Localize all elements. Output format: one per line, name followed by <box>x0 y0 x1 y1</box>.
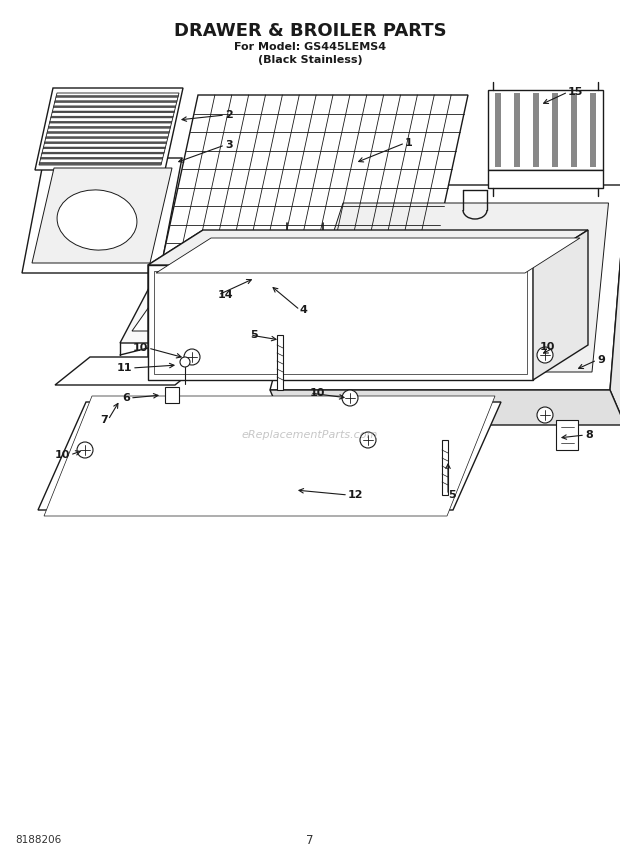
Text: 14: 14 <box>218 290 234 300</box>
Polygon shape <box>42 152 164 154</box>
Text: 11: 11 <box>117 363 132 373</box>
Polygon shape <box>148 230 203 380</box>
Polygon shape <box>270 185 620 390</box>
Text: 3: 3 <box>225 140 232 150</box>
Polygon shape <box>35 88 183 170</box>
Text: 5: 5 <box>250 330 258 340</box>
Circle shape <box>77 442 93 458</box>
Polygon shape <box>165 387 179 403</box>
Polygon shape <box>46 137 168 139</box>
Text: 5: 5 <box>448 490 456 500</box>
Polygon shape <box>533 93 539 167</box>
Circle shape <box>180 357 190 367</box>
Polygon shape <box>556 420 578 450</box>
Text: 2: 2 <box>225 110 232 120</box>
Text: 4: 4 <box>300 305 308 315</box>
Polygon shape <box>53 106 176 108</box>
Text: DRAWER & BROILER PARTS: DRAWER & BROILER PARTS <box>174 22 446 40</box>
Text: 15: 15 <box>568 87 583 97</box>
Polygon shape <box>22 158 182 273</box>
Polygon shape <box>44 396 495 516</box>
Text: For Model: GS445LEMS4: For Model: GS445LEMS4 <box>234 42 386 52</box>
Polygon shape <box>40 158 163 159</box>
Polygon shape <box>120 248 500 343</box>
Text: 10: 10 <box>539 342 555 352</box>
Text: eReplacementParts.com: eReplacementParts.com <box>242 430 378 440</box>
Text: 10: 10 <box>133 343 148 353</box>
Polygon shape <box>39 163 162 164</box>
Polygon shape <box>51 116 173 118</box>
Circle shape <box>537 347 553 363</box>
Polygon shape <box>154 271 527 374</box>
Polygon shape <box>50 122 172 123</box>
Polygon shape <box>47 132 169 134</box>
Polygon shape <box>533 230 588 380</box>
Polygon shape <box>148 230 588 265</box>
Circle shape <box>360 432 376 448</box>
Polygon shape <box>442 440 448 495</box>
Polygon shape <box>610 185 620 425</box>
Text: 1: 1 <box>405 138 413 148</box>
Polygon shape <box>56 96 179 98</box>
Polygon shape <box>552 93 558 167</box>
Polygon shape <box>38 402 501 510</box>
Circle shape <box>184 349 200 365</box>
Polygon shape <box>277 335 283 390</box>
Polygon shape <box>132 260 488 331</box>
Text: 10: 10 <box>55 450 70 460</box>
Polygon shape <box>590 93 596 167</box>
Polygon shape <box>55 101 177 103</box>
Text: 7: 7 <box>100 415 108 425</box>
Polygon shape <box>48 127 170 128</box>
Polygon shape <box>514 93 520 167</box>
Polygon shape <box>156 238 580 273</box>
Polygon shape <box>43 147 166 149</box>
Text: (Black Stainless): (Black Stainless) <box>258 55 362 65</box>
Polygon shape <box>32 168 172 263</box>
Text: 6: 6 <box>122 393 130 403</box>
Polygon shape <box>288 203 608 372</box>
Polygon shape <box>571 93 577 167</box>
Polygon shape <box>158 95 468 280</box>
Text: 7: 7 <box>306 834 314 847</box>
Polygon shape <box>148 265 533 380</box>
Polygon shape <box>270 390 620 425</box>
Polygon shape <box>45 142 167 144</box>
Text: 8: 8 <box>585 430 593 440</box>
Polygon shape <box>495 93 500 167</box>
Polygon shape <box>488 90 603 170</box>
Circle shape <box>537 407 553 423</box>
Circle shape <box>342 390 358 406</box>
Polygon shape <box>52 111 174 113</box>
Polygon shape <box>55 357 210 385</box>
Ellipse shape <box>57 190 137 250</box>
Polygon shape <box>39 93 179 165</box>
Text: 9: 9 <box>597 355 605 365</box>
Polygon shape <box>488 170 603 188</box>
Text: 8188206: 8188206 <box>15 835 61 845</box>
Text: 10: 10 <box>310 388 326 398</box>
Text: 12: 12 <box>348 490 363 500</box>
